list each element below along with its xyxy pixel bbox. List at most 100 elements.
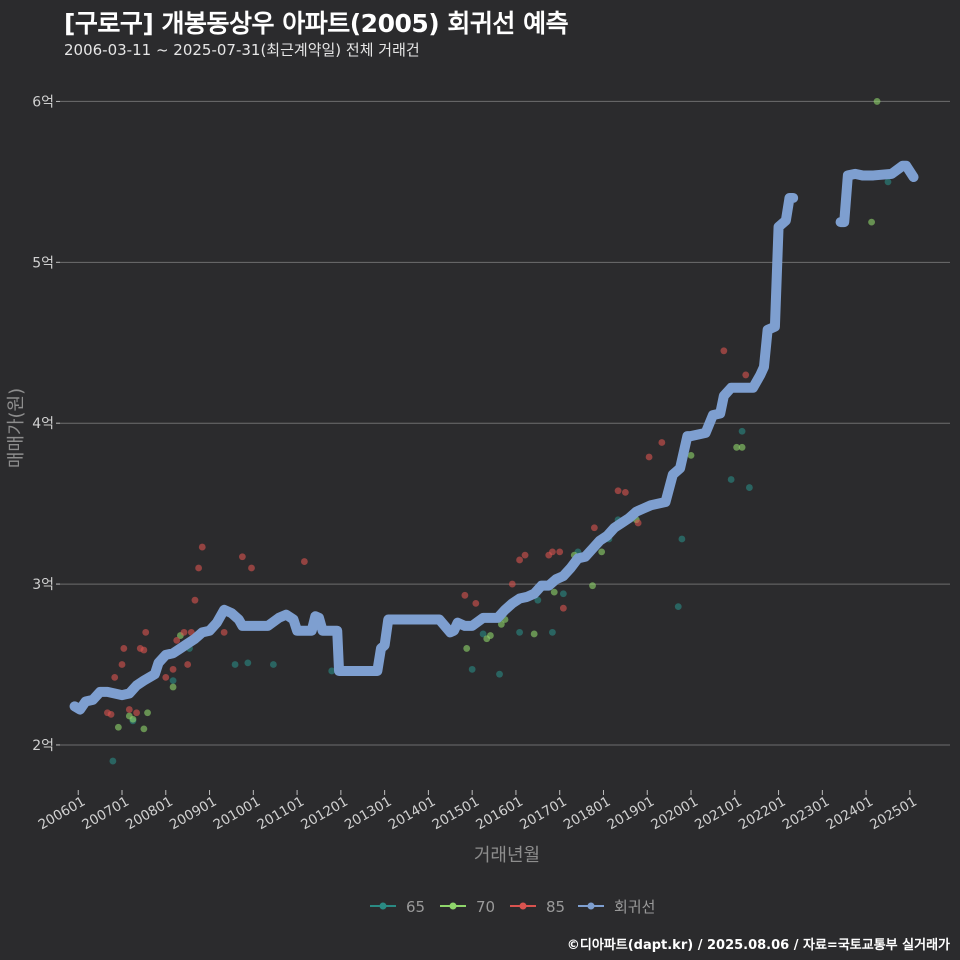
data-point-65 (534, 596, 542, 604)
data-point-85 (516, 556, 523, 564)
regression-lines (69, 160, 919, 715)
data-point-70 (463, 645, 471, 652)
data-point-70 (589, 582, 596, 590)
data-point-85 (220, 628, 228, 636)
data-point-85 (133, 709, 140, 717)
data-point-70 (497, 620, 505, 628)
data-point-65 (244, 659, 252, 667)
x-axis-title: 거래년월 (474, 845, 540, 866)
data-point-85 (169, 665, 177, 673)
data-point-85 (300, 558, 308, 565)
legend-marker (379, 902, 387, 910)
legend-item-회귀선: 회귀선 (578, 898, 655, 916)
data-point-85 (184, 661, 192, 668)
data-point-70 (114, 723, 122, 731)
data-point-85 (120, 645, 128, 652)
data-point-65 (727, 476, 735, 483)
x-tick-label: 201101 (254, 794, 307, 834)
data-point-85 (556, 548, 564, 556)
data-point-65 (169, 677, 177, 685)
data-point-85 (742, 371, 750, 379)
data-point-85 (191, 596, 199, 604)
x-tick-label: 201001 (211, 794, 264, 834)
data-point-65 (479, 630, 487, 638)
x-tick-label: 202401 (823, 794, 876, 834)
legend-marker (519, 902, 527, 910)
legend-marker (449, 902, 457, 910)
data-point-70 (487, 632, 494, 639)
data-point-85 (238, 553, 246, 561)
grid-layer (60, 100, 950, 746)
x-tick-label: 200901 (167, 794, 220, 834)
data-point-65 (468, 665, 476, 673)
x-tick-label: 201201 (298, 794, 351, 834)
legend-label: 회귀선 (614, 898, 655, 916)
data-point-85 (720, 347, 728, 355)
x-tick-label: 201601 (473, 794, 526, 834)
chart-title: [구로구] 개봉동상우 아파트(2005) 회귀선 예측 (64, 9, 569, 38)
data-point-85 (195, 564, 203, 572)
x-tick-label: 202001 (648, 794, 701, 834)
data-point-85 (521, 551, 529, 559)
data-point-70 (733, 443, 741, 451)
data-point-65 (109, 757, 117, 765)
legend-item-65: 65 (370, 898, 425, 916)
chart-subtitle: 2006-03-11 ~ 2025-07-31(최근계약일) 전체 거래건 (64, 41, 420, 59)
data-point-85 (461, 591, 469, 599)
data-point-65 (559, 590, 567, 598)
data-point-65 (549, 628, 556, 636)
data-point-85 (614, 487, 622, 495)
legend-item-85: 85 (510, 898, 565, 916)
data-point-85 (140, 646, 148, 654)
legend: 65 70 85 회귀선 (370, 898, 655, 916)
data-point-85 (472, 599, 480, 607)
data-point-70 (530, 630, 538, 638)
data-point-85 (173, 636, 181, 644)
data-point-85 (107, 710, 115, 718)
legend-item-70: 70 (440, 898, 495, 916)
data-point-65 (231, 661, 239, 668)
regression-line-segment-2 (835, 160, 919, 228)
x-tick-label: 200801 (123, 794, 176, 834)
data-point-65 (496, 670, 503, 678)
data-point-65 (328, 667, 336, 675)
data-point-70 (598, 548, 606, 556)
y-axis-title: 매매가(원) (6, 388, 27, 468)
x-tick-label: 201901 (605, 794, 658, 834)
x-tick-label: 201501 (430, 794, 483, 834)
data-point-85 (198, 543, 206, 551)
x-tick-label: 202101 (692, 794, 745, 834)
x-tick-label: 201801 (561, 794, 614, 834)
data-point-85 (118, 661, 126, 668)
data-point-70 (129, 715, 137, 723)
data-point-85 (162, 673, 170, 681)
data-point-85 (658, 439, 666, 446)
y-tick-label: 3억 (32, 577, 54, 593)
y-tick-label: 2억 (32, 738, 54, 754)
x-tick-label: 202501 (867, 794, 920, 834)
data-point-65 (884, 178, 892, 186)
legend-label: 65 (406, 898, 425, 916)
x-tick-label: 201701 (517, 794, 570, 834)
data-point-85 (590, 524, 598, 532)
legend-label: 85 (546, 898, 565, 916)
x-tick-label: 200701 (79, 794, 132, 834)
data-point-85 (111, 673, 119, 681)
data-point-65 (674, 603, 682, 610)
data-point-70 (144, 709, 151, 717)
regression-line-segment-1 (69, 192, 799, 715)
data-point-65 (745, 484, 753, 491)
x-tick-label: 201301 (342, 794, 395, 834)
data-point-85 (559, 604, 567, 612)
y-tick-label: 5억 (32, 255, 54, 271)
legend-marker (587, 902, 595, 910)
data-point-65 (516, 628, 523, 636)
data-point-65 (738, 427, 746, 435)
data-point-85 (621, 488, 629, 496)
y-tick-label: 4억 (32, 416, 54, 432)
source-caption: ©디아파트(dapt.kr) / 2025.08.06 / 자료=국토교통부 실… (566, 938, 950, 953)
x-tick-label: 201401 (386, 794, 439, 834)
data-point-70 (169, 683, 177, 691)
data-point-70 (687, 451, 695, 459)
